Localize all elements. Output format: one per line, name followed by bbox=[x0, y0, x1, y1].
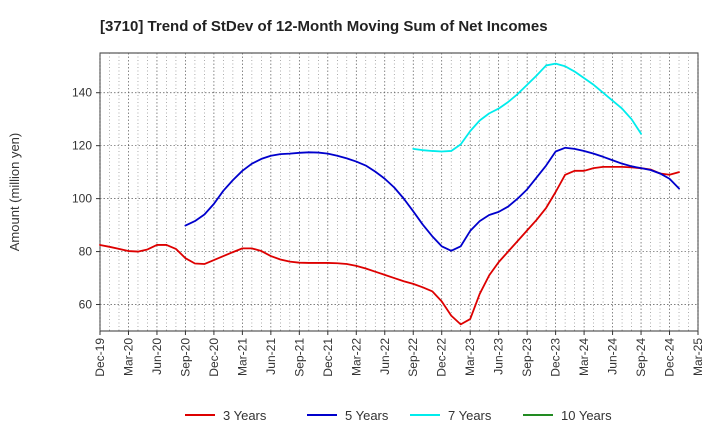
x-tick-label: Jun-20 bbox=[150, 338, 164, 375]
x-tick-label: Jun-22 bbox=[378, 338, 392, 375]
chart-title: [3710] Trend of StDev of 12-Month Moving… bbox=[100, 18, 548, 35]
legend-label: 5 Years bbox=[345, 408, 389, 423]
y-tick-label: 100 bbox=[72, 192, 92, 206]
x-tick-label: Jun-23 bbox=[492, 338, 506, 375]
x-tick-label: Dec-19 bbox=[93, 338, 107, 377]
x-tick-label: Sep-23 bbox=[520, 338, 534, 377]
x-tick-label: Dec-24 bbox=[663, 338, 677, 377]
legend-label: 7 Years bbox=[448, 408, 492, 423]
legend-label: 3 Years bbox=[223, 408, 267, 423]
x-tick-label: Sep-22 bbox=[406, 338, 420, 377]
x-tick-label: Jun-24 bbox=[606, 338, 620, 375]
x-tick-label: Dec-21 bbox=[321, 338, 335, 377]
x-tick-label: Mar-22 bbox=[349, 338, 363, 376]
x-tick-label: Mar-21 bbox=[235, 338, 249, 376]
series-line bbox=[99, 165, 680, 326]
x-tick-label: Sep-20 bbox=[178, 338, 192, 377]
y-tick-label: 80 bbox=[79, 245, 93, 259]
y-axis-label: Amount (million yen) bbox=[7, 133, 22, 252]
x-tick-label: Mar-25 bbox=[691, 338, 705, 376]
x-tick-label: Dec-22 bbox=[435, 338, 449, 377]
series-lines bbox=[99, 62, 680, 326]
x-tick-label: Dec-23 bbox=[549, 338, 563, 377]
x-tick-label: Sep-21 bbox=[292, 338, 306, 377]
series-line bbox=[412, 62, 642, 153]
gridlines bbox=[99, 53, 699, 331]
y-tick-label: 120 bbox=[72, 139, 92, 153]
legend-label: 10 Years bbox=[561, 408, 612, 423]
x-tick-label: Mar-23 bbox=[463, 338, 477, 376]
x-tick-label: Mar-24 bbox=[577, 338, 591, 376]
x-tick-label: Sep-24 bbox=[634, 338, 648, 377]
x-tick-label: Jun-21 bbox=[264, 338, 278, 375]
series-line bbox=[184, 146, 680, 252]
y-tick-label: 60 bbox=[79, 298, 93, 312]
y-axis-ticks: 60 80 100 120 140 bbox=[72, 86, 100, 312]
y-tick-label: 140 bbox=[72, 86, 92, 100]
x-tick-label: Dec-20 bbox=[207, 338, 221, 377]
x-tick-label: Mar-20 bbox=[121, 338, 135, 376]
legend: 3 Years 5 Years 7 Years 10 Years bbox=[185, 408, 612, 423]
x-axis-ticks: Dec-19 Mar-20 Jun-20 Sep-20 Dec-20 Mar-21 Jun-… bbox=[93, 331, 705, 377]
